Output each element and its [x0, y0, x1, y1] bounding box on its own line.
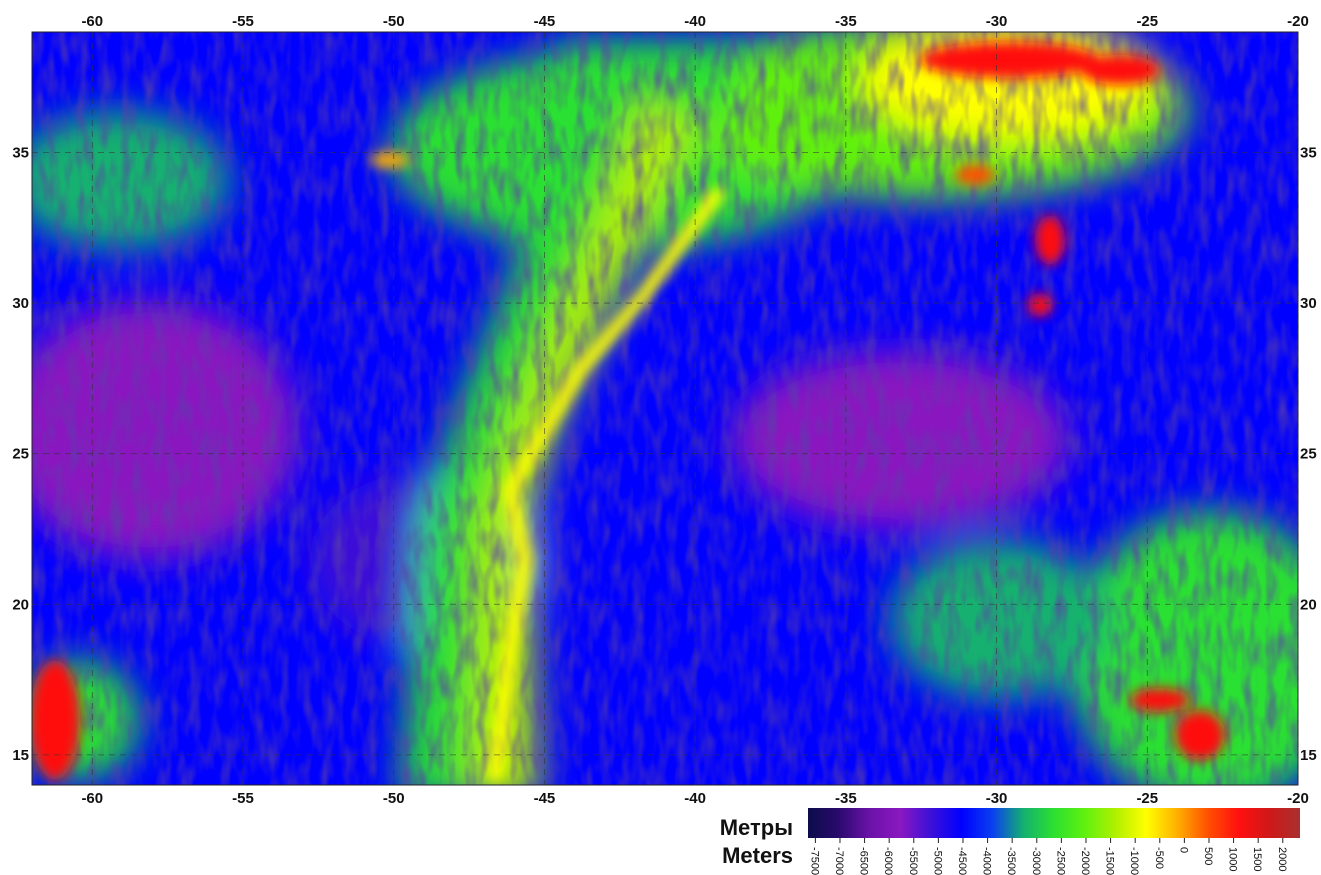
- y-tick-label: 25: [12, 446, 29, 463]
- colorbar-tick-label: 1000: [1227, 847, 1239, 871]
- colorbar-tick-label: -1000: [1128, 847, 1140, 875]
- seamount: [1035, 215, 1065, 265]
- colorbar-tick-label: -6500: [858, 847, 870, 875]
- colorbar-tick-label: -5500: [907, 847, 919, 875]
- x-tick-label: -40: [684, 13, 706, 30]
- x-tick-label: -20: [1287, 13, 1309, 30]
- y-tick-label: 25: [1300, 446, 1317, 463]
- colorbar-label: Метры: [720, 815, 793, 840]
- x-tick-label: -50: [383, 13, 405, 30]
- x-tick-label: -45: [534, 790, 556, 807]
- colorbar-tick-label: -3000: [1030, 847, 1042, 875]
- y-tick-label: 30: [1300, 295, 1317, 312]
- x-tick-label: -35: [835, 790, 857, 807]
- y-tick-label: 20: [1300, 596, 1317, 613]
- colorbar-tick-label: -2000: [1079, 847, 1091, 875]
- sharp-layer: [32, 42, 1225, 781]
- colorbar-tick-label: 1500: [1251, 847, 1263, 871]
- colorbar-tick-label: -4500: [956, 847, 968, 875]
- colorbar-tick-label: -6000: [882, 847, 894, 875]
- colorbar-tick-label: 0: [1177, 847, 1189, 853]
- x-tick-label: -60: [81, 13, 103, 30]
- x-tick-label: -20: [1287, 790, 1309, 807]
- colorbar-tick-label: -1500: [1104, 847, 1116, 875]
- x-tick-label: -40: [684, 790, 706, 807]
- x-tick-label: -60: [81, 790, 103, 807]
- seamount: [1130, 688, 1190, 712]
- x-tick-label: -25: [1136, 13, 1158, 30]
- colorbar-tick-label: 2000: [1276, 847, 1288, 871]
- colorbar-tick-label: -4000: [981, 847, 993, 875]
- x-tick-label: -45: [534, 13, 556, 30]
- seamount: [955, 165, 995, 185]
- texture: [32, 32, 1298, 785]
- y-tick-label: 20: [12, 596, 29, 613]
- colorbar-label: Meters: [722, 843, 793, 868]
- seamount: [1080, 55, 1160, 85]
- x-tick-label: -55: [232, 13, 254, 30]
- colorbar: [808, 808, 1300, 838]
- x-tick-label: -35: [835, 13, 857, 30]
- y-tick-label: 35: [12, 144, 29, 161]
- x-tick-label: -30: [986, 790, 1008, 807]
- seamount: [1175, 710, 1225, 760]
- x-tick-label: -50: [383, 790, 405, 807]
- colorbar-tick-label: 500: [1202, 847, 1214, 865]
- seamount: [920, 42, 1100, 78]
- bathymetry-map: [32, 32, 1298, 785]
- colorbar-tick-label: -5000: [931, 847, 943, 875]
- y-tick-label: 35: [1300, 144, 1317, 161]
- colorbar-tick-label: -3500: [1005, 847, 1017, 875]
- x-tick-label: -55: [232, 790, 254, 807]
- y-tick-label: 15: [1300, 747, 1317, 764]
- y-tick-label: 15: [12, 747, 29, 764]
- colorbar-tick-label: -500: [1153, 847, 1165, 869]
- seamount: [32, 660, 80, 780]
- colorbar-tick-label: -2500: [1054, 847, 1066, 875]
- x-tick-label: -30: [986, 13, 1008, 30]
- seamount: [1028, 293, 1052, 317]
- ridge-axis: [488, 185, 726, 781]
- y-tick-label: 30: [12, 295, 29, 312]
- colorbar-tick-label: -7500: [808, 847, 820, 875]
- colorbar-tick-label: -7000: [833, 847, 845, 875]
- x-tick-label: -25: [1136, 790, 1158, 807]
- seamount: [370, 152, 410, 168]
